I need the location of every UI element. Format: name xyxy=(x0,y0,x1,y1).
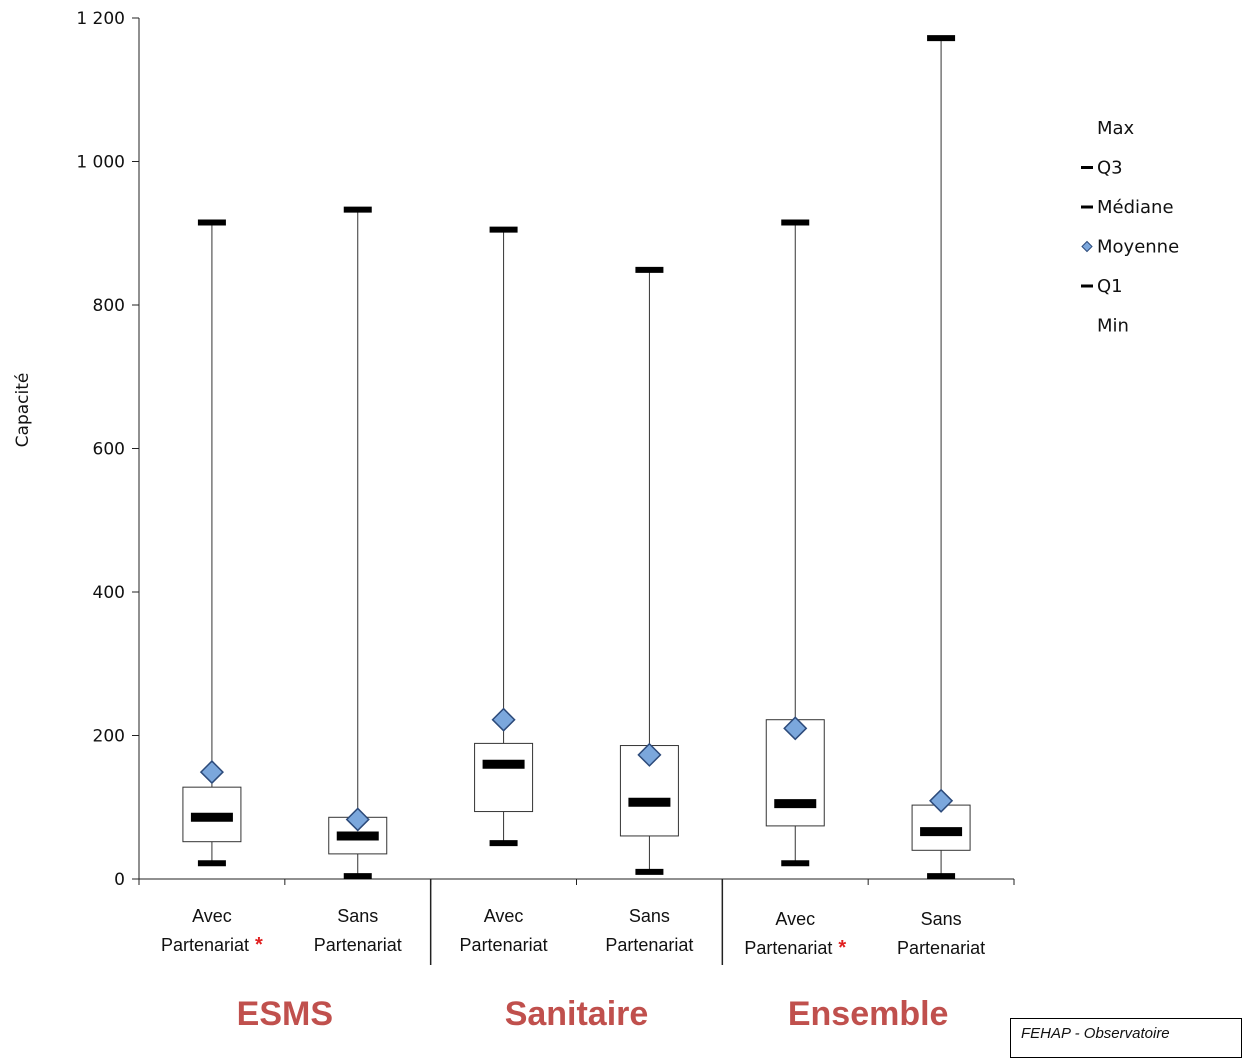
legend-label: Min xyxy=(1097,316,1129,337)
category-label-line1: Sans xyxy=(629,906,670,926)
category-label-line2: Partenariat * xyxy=(744,937,846,959)
significance-asterisk: * xyxy=(255,934,263,956)
legend-label: Q3 xyxy=(1097,158,1123,179)
mean-marker xyxy=(637,742,662,767)
group-labels: ESMS Sanitaire Ensemble xyxy=(237,995,949,1033)
legend-label: Moyenne xyxy=(1097,237,1179,258)
category-label-line1: Sans xyxy=(921,909,962,929)
group-label-ensemble: Ensemble xyxy=(788,995,949,1033)
y-tick-label: 1 000 xyxy=(76,153,125,173)
box-3 xyxy=(474,226,534,847)
x-axis xyxy=(138,878,1015,965)
y-tick-label: 1 200 xyxy=(76,9,125,29)
y-tick-label: 600 xyxy=(93,440,125,460)
y-tick-label: 0 xyxy=(114,870,125,890)
iqr-box xyxy=(474,742,534,813)
category-label-line2: Partenariat xyxy=(460,935,548,955)
legend: Max Q3 Médiane Moyenne Q1 Min xyxy=(1081,118,1179,337)
mean-marker xyxy=(491,707,516,732)
boxes xyxy=(182,35,971,880)
group-label-esms: ESMS xyxy=(237,995,333,1033)
legend-label: Médiane xyxy=(1097,197,1174,218)
category-label-line2: Partenariat xyxy=(314,935,402,955)
mean-marker xyxy=(199,760,224,785)
y-tick-label: 800 xyxy=(93,296,125,316)
box-1 xyxy=(182,219,242,867)
category-label-line2: Partenariat xyxy=(897,938,985,958)
box-4 xyxy=(619,266,679,875)
box-6 xyxy=(911,35,971,880)
source-note: FEHAP - Observatoire xyxy=(1010,1018,1242,1058)
y-tick-label: 400 xyxy=(93,583,125,603)
significance-asterisk: * xyxy=(838,937,846,959)
group-label-sanitaire: Sanitaire xyxy=(505,995,649,1033)
category-label-line1: Avec xyxy=(192,906,232,926)
legend-label: Max xyxy=(1097,118,1135,139)
category-label-line2: Partenariat xyxy=(605,935,693,955)
y-axis-label: Capacité xyxy=(13,373,33,448)
box-2 xyxy=(328,206,388,880)
legend-label: Q1 xyxy=(1097,276,1123,297)
category-label-line1: Avec xyxy=(484,906,524,926)
mean-marker xyxy=(345,807,370,832)
category-label-line1: Avec xyxy=(775,909,815,929)
box-5 xyxy=(765,219,825,867)
category-label-line2: Partenariat * xyxy=(161,934,263,956)
mean-marker xyxy=(929,788,954,813)
y-tick-label: 200 xyxy=(93,727,125,747)
y-axis: 0 200 400 600 800 1 000 1 200 xyxy=(76,9,140,890)
category-label-line1: Sans xyxy=(337,906,378,926)
legend-diamond-marker xyxy=(1081,240,1093,253)
mean-marker xyxy=(783,716,808,741)
